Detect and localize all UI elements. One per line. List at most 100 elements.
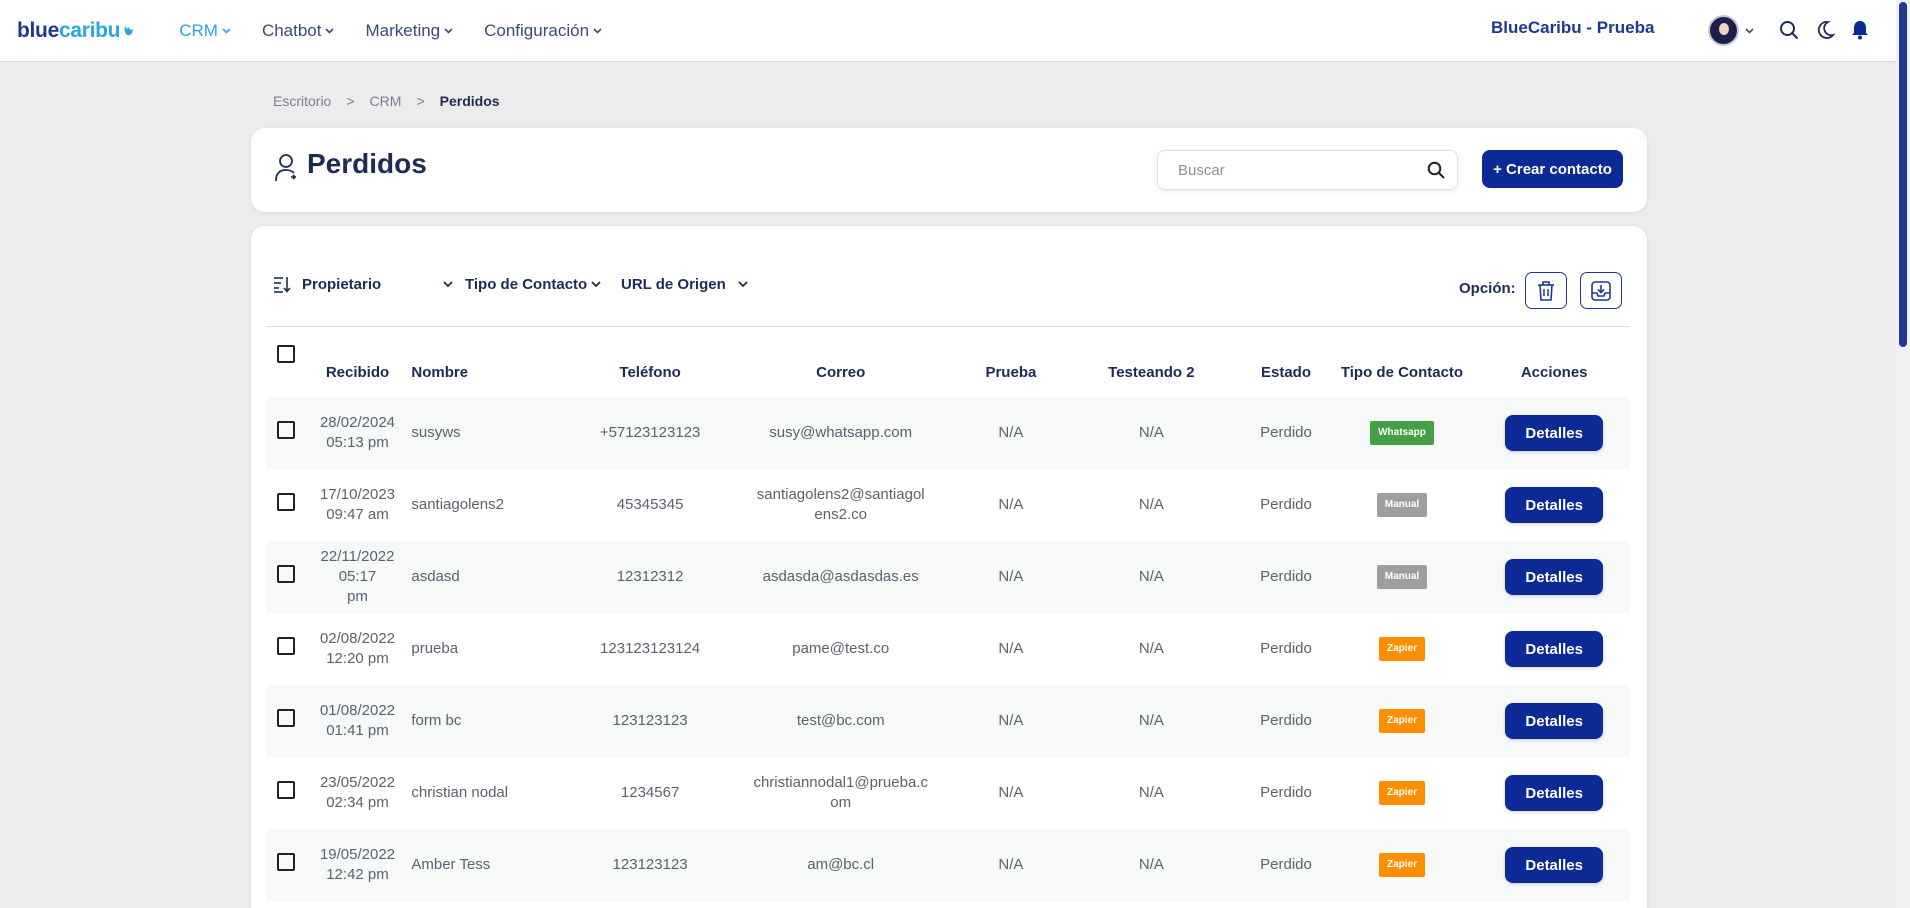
breadcrumb-escritorio[interactable]: Escritorio <box>273 93 332 109</box>
details-button[interactable]: Detalles <box>1505 487 1604 523</box>
filter-bar: Propietario Tipo de Contacto URL de Orig… <box>272 274 748 294</box>
filter-propietario-label: Propietario <box>302 275 382 293</box>
delete-button[interactable] <box>1525 272 1567 309</box>
column-header[interactable]: Nombre <box>411 364 469 381</box>
actions-cell: Detalles <box>1478 613 1630 685</box>
email-cell: susy@whatsapp.com <box>716 397 965 469</box>
row-checkbox[interactable] <box>276 637 295 655</box>
testeando-cell: N/A <box>1138 496 1164 513</box>
estado-cell: Perdido <box>1260 856 1312 873</box>
actions-cell: Detalles <box>1478 541 1630 613</box>
email-cell: asdasda@asdasdas.es <box>716 541 965 613</box>
column-header[interactable]: Tipo de Contacto <box>1340 364 1464 381</box>
nav-configuracion-label: Configuración <box>484 20 590 40</box>
breadcrumb-separator: > <box>346 93 355 109</box>
chevron-down-icon <box>591 280 601 287</box>
row-checkbox[interactable] <box>276 709 295 727</box>
chevron-down-icon <box>443 280 453 287</box>
phone-cell: 123123123124 <box>600 640 701 657</box>
create-contact-button[interactable]: + Crear contacto <box>1482 150 1623 188</box>
testeando-cell: N/A <box>1138 640 1164 657</box>
breadcrumb-crm[interactable]: CRM <box>369 93 402 109</box>
search-box <box>1157 150 1458 190</box>
nav-marketing[interactable]: Marketing <box>365 21 453 41</box>
column-header[interactable]: Testeando 2 <box>1108 364 1195 381</box>
breadcrumb: Escritorio > CRM > Perdidos <box>273 93 515 109</box>
table-row: 23/05/2022 02:34 pm christian nodal 12345… <box>266 757 1630 829</box>
column-header[interactable]: Recibido <box>325 364 390 381</box>
estado-cell: Perdido <box>1260 568 1312 585</box>
tipo-contacto-cell: Manual <box>1326 541 1479 613</box>
received-line: 22/11/2022 05:17 <box>320 548 395 585</box>
details-button[interactable]: Detalles <box>1505 631 1604 667</box>
received-line: 05:13 pm <box>326 434 389 451</box>
download-button[interactable] <box>1580 272 1622 309</box>
row-checkbox[interactable] <box>276 421 295 439</box>
column-header[interactable]: Teléfono <box>619 364 681 381</box>
email-line: christiannodal1@prueba.c <box>753 774 928 791</box>
user-menu[interactable] <box>1708 15 1754 46</box>
contact-type-badge: Manual <box>1376 565 1428 589</box>
scrollbar[interactable] <box>1896 0 1910 908</box>
tipo-contacto-cell: Whatsapp <box>1326 397 1479 469</box>
row-checkbox-cell <box>266 829 306 901</box>
received-cell: 01/08/2022 01:41 pm <box>306 685 410 757</box>
sort-icon[interactable] <box>272 274 292 294</box>
testeando-cell: N/A <box>1138 784 1164 801</box>
nav-chatbot[interactable]: Chatbot <box>262 21 335 41</box>
row-checkbox-cell <box>266 685 306 757</box>
filter-tipo-contacto[interactable]: Tipo de Contacto <box>465 276 621 293</box>
email-line: santiagolens2@santiagol <box>756 486 925 503</box>
nav-crm[interactable]: CRM <box>179 21 231 41</box>
table-row: 28/02/2024 05:13 pm susyws +57123123123 s… <box>266 397 1630 469</box>
search-icon[interactable] <box>1427 161 1445 179</box>
received-cell: 17/10/2023 09:47 am <box>306 469 410 541</box>
details-button[interactable]: Detalles <box>1505 559 1604 595</box>
received-line: 02/08/2022 <box>319 630 396 647</box>
email-line: asdasda@asdasdas.es <box>762 568 919 585</box>
row-checkbox[interactable] <box>276 565 295 583</box>
actions-cell: Detalles <box>1478 829 1630 901</box>
received-line: 12:42 pm <box>326 866 389 883</box>
bluecaribu-logo[interactable]: blue caribu <box>17 19 136 43</box>
table-row: 19/05/2022 12:42 pm Amber Tess 123123123 … <box>266 829 1630 901</box>
estado-cell: Perdido <box>1260 424 1312 441</box>
tipo-contacto-cell: Manual <box>1326 469 1479 541</box>
moon-icon[interactable] <box>1815 20 1835 40</box>
row-checkbox[interactable] <box>276 853 295 871</box>
scrollbar-thumb[interactable] <box>1899 2 1907 347</box>
column-header[interactable]: Prueba <box>985 364 1037 381</box>
row-checkbox-cell <box>266 757 306 829</box>
select-all-checkbox[interactable] <box>276 345 295 363</box>
filter-propietario[interactable]: Propietario <box>302 276 465 293</box>
prueba-cell: N/A <box>998 568 1024 585</box>
name-cell: santiagolens2 <box>411 496 504 513</box>
table-row: 01/08/2022 01:41 pm form bc 123123123 tes… <box>266 685 1630 757</box>
search-icon[interactable] <box>1779 20 1799 40</box>
table-row: 02/08/2022 12:20 pm prueba 123123123124 p… <box>266 613 1630 685</box>
contact-type-badge: Manual <box>1376 493 1428 517</box>
received-line: 02:34 pm <box>326 794 389 811</box>
nav-crm-label: CRM <box>179 20 218 40</box>
details-button[interactable]: Detalles <box>1505 415 1604 451</box>
details-button[interactable]: Detalles <box>1505 775 1604 811</box>
bell-icon[interactable] <box>1851 20 1869 40</box>
details-button[interactable]: Detalles <box>1505 703 1604 739</box>
avatar <box>1708 15 1739 46</box>
nav-configuracion[interactable]: Configuración <box>484 21 602 41</box>
details-button[interactable]: Detalles <box>1505 847 1604 883</box>
column-header: Acciones <box>1520 364 1588 381</box>
column-header[interactable]: Estado <box>1261 364 1312 381</box>
search-input[interactable] <box>1158 151 1418 189</box>
received-cell: 22/11/2022 05:17 pm <box>306 541 410 613</box>
filter-url-origen[interactable]: URL de Origen <box>621 276 748 293</box>
column-header[interactable]: Correo <box>816 364 866 381</box>
row-checkbox-cell <box>266 397 306 469</box>
prueba-cell: N/A <box>998 496 1024 513</box>
row-checkbox[interactable] <box>276 493 295 511</box>
prueba-cell: N/A <box>998 856 1024 873</box>
phone-cell: 1234567 <box>620 784 680 801</box>
row-checkbox[interactable] <box>276 781 295 799</box>
phone-cell: +57123123123 <box>599 424 701 441</box>
received-cell: 19/05/2022 12:42 pm <box>306 829 410 901</box>
